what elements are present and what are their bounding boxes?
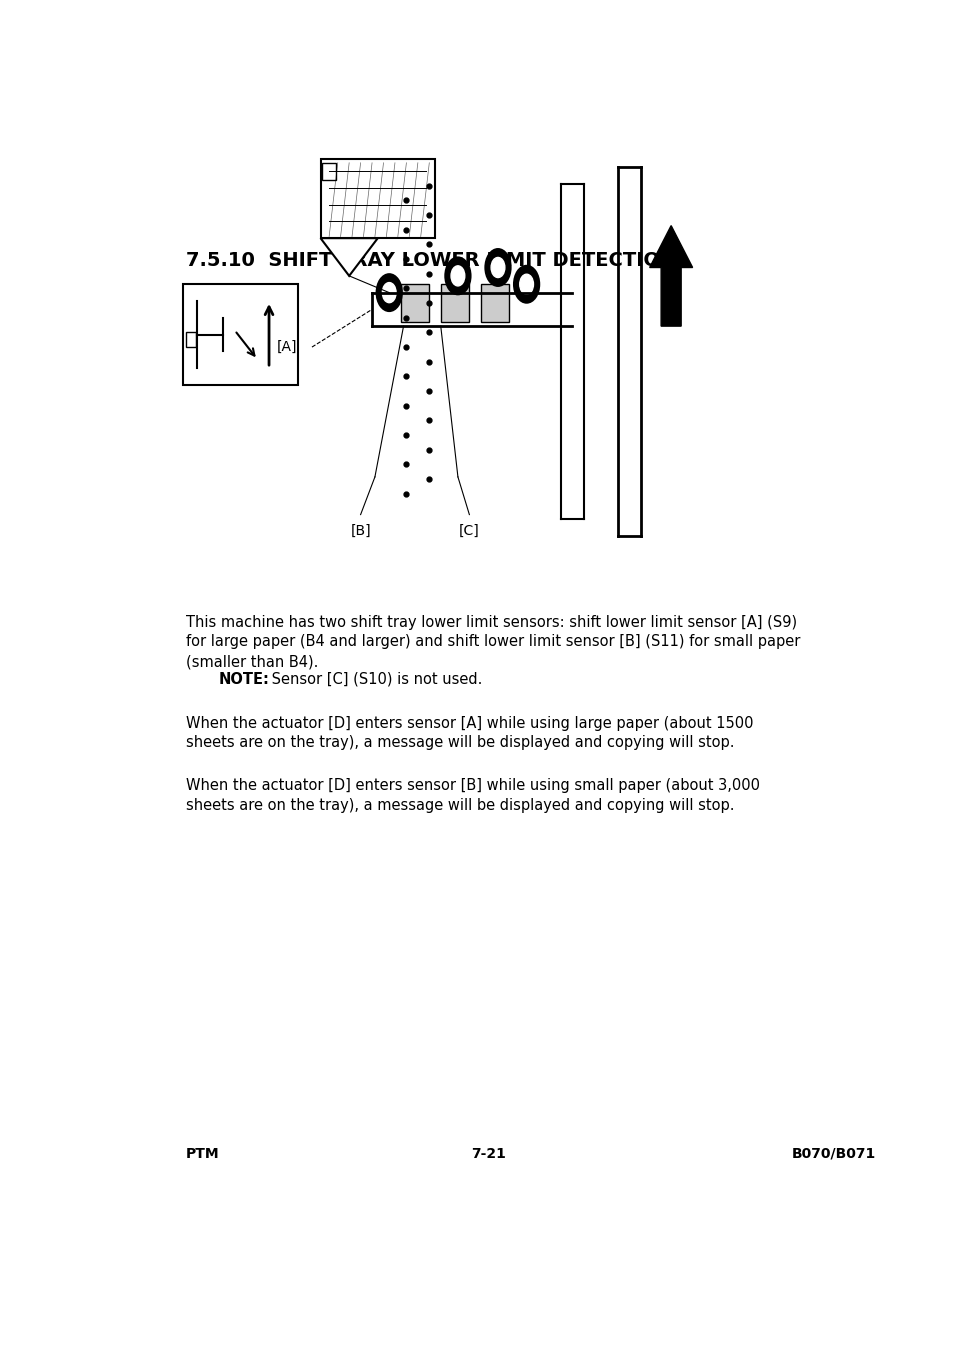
Circle shape <box>445 258 470 295</box>
Circle shape <box>376 274 401 311</box>
Text: B070/B071: B070/B071 <box>791 1147 876 1161</box>
Text: [A]: [A] <box>277 340 297 354</box>
Text: 7.5.10  SHIFT TRAY LOWER LIMIT DETECTION: 7.5.10 SHIFT TRAY LOWER LIMIT DETECTION <box>186 250 676 270</box>
Circle shape <box>485 249 510 286</box>
Bar <box>183 284 297 385</box>
Text: When the actuator [D] enters sensor [B] while using small paper (about 3,000
she: When the actuator [D] enters sensor [B] … <box>186 778 759 813</box>
Bar <box>400 284 429 322</box>
Circle shape <box>514 266 538 303</box>
Text: [C]: [C] <box>458 524 479 538</box>
Circle shape <box>451 266 464 286</box>
Bar <box>320 158 435 238</box>
Polygon shape <box>649 226 692 326</box>
Polygon shape <box>320 238 377 276</box>
Bar <box>440 284 469 322</box>
Text: This machine has two shift tray lower limit sensors: shift lower limit sensor [A: This machine has two shift tray lower li… <box>186 615 800 669</box>
Bar <box>321 163 335 180</box>
Text: When the actuator [D] enters sensor [A] while using large paper (about 1500
shee: When the actuator [D] enters sensor [A] … <box>186 716 753 750</box>
Text: 7-21: 7-21 <box>471 1147 506 1161</box>
Circle shape <box>382 282 395 303</box>
Text: PTM: PTM <box>186 1147 219 1161</box>
Bar <box>186 332 196 347</box>
Bar <box>480 284 509 322</box>
Circle shape <box>491 258 504 277</box>
Text: NOTE:: NOTE: <box>219 671 270 686</box>
Text: Sensor [C] (S10) is not used.: Sensor [C] (S10) is not used. <box>267 671 482 686</box>
Text: [B]: [B] <box>350 524 371 538</box>
Circle shape <box>519 274 533 295</box>
